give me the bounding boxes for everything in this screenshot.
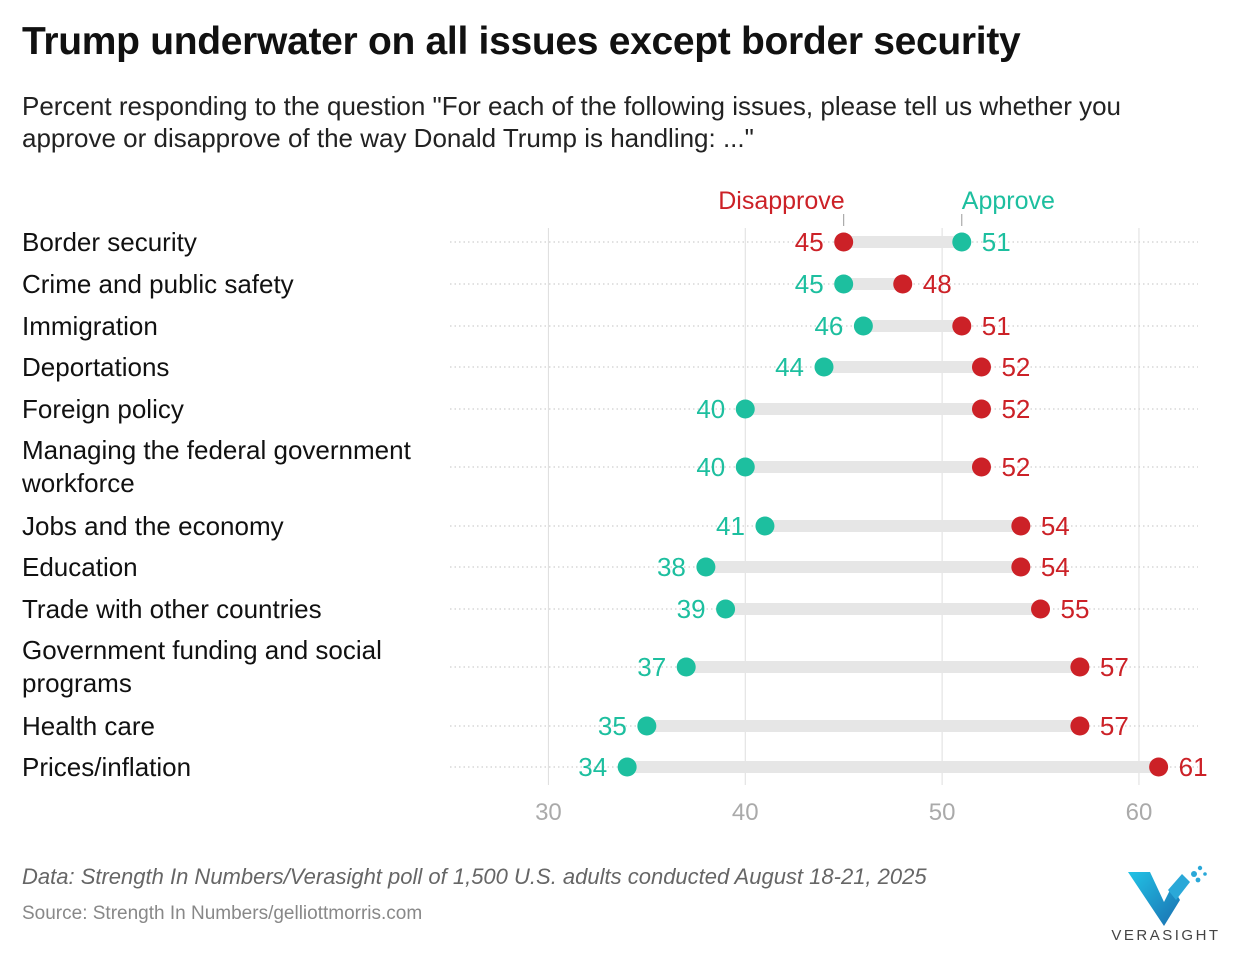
chart-row: Health care 35 57 bbox=[22, 711, 1198, 741]
approve-value-label: 46 bbox=[814, 311, 843, 341]
chart-row: Border security 51 45 bbox=[22, 227, 1198, 257]
dot-range-chart: 30 40 50 60 Disapprove Approve Border security… bbox=[21, 187, 1208, 826]
disapprove-dot bbox=[952, 316, 972, 336]
disapprove-value-label: 51 bbox=[982, 311, 1011, 341]
disapprove-dot bbox=[1070, 657, 1090, 677]
disapprove-value-label: 57 bbox=[1100, 652, 1129, 682]
chart-subtitle: Percent responding to the question "For … bbox=[22, 91, 1121, 153]
approve-dot bbox=[696, 557, 716, 577]
disapprove-dot bbox=[1070, 716, 1090, 736]
x-tick-label: 60 bbox=[1126, 799, 1153, 826]
legend-disapprove: Disapprove bbox=[718, 187, 844, 215]
row-label: Trade with other countries bbox=[22, 594, 322, 624]
legend-approve: Approve bbox=[962, 187, 1055, 215]
disapprove-dot bbox=[1031, 599, 1051, 619]
disapprove-value-label: 48 bbox=[923, 269, 952, 299]
row-label: Prices/inflation bbox=[22, 752, 191, 782]
approve-dot bbox=[617, 757, 637, 777]
row-label: Border security bbox=[22, 227, 197, 257]
row-label: Jobs and the economy bbox=[22, 511, 284, 541]
chart-row: Foreign policy 40 52 bbox=[22, 394, 1198, 424]
disapprove-dot bbox=[971, 399, 991, 419]
chart-row: Jobs and the economy 41 54 bbox=[22, 511, 1198, 541]
x-tick-label: 40 bbox=[732, 799, 759, 826]
approve-value-label: 35 bbox=[598, 711, 627, 741]
chart-row: Prices/inflation 34 61 bbox=[22, 752, 1208, 782]
chart-row: Deportations 44 52 bbox=[22, 352, 1198, 382]
x-tick-label: 30 bbox=[535, 799, 562, 826]
approve-value-label: 40 bbox=[696, 394, 725, 424]
source-note: Source: Strength In Numbers/gelliottmorr… bbox=[22, 903, 423, 924]
disapprove-dot bbox=[1011, 557, 1031, 577]
approve-value-label: 34 bbox=[578, 752, 607, 782]
row-label: Crime and public safety bbox=[22, 269, 294, 299]
disapprove-value-label: 61 bbox=[1179, 752, 1208, 782]
chart-row: Crime and public safety 45 48 bbox=[22, 269, 1198, 299]
approve-value-label: 44 bbox=[775, 352, 804, 382]
row-label: Managing the federal government workforce bbox=[21, 435, 412, 498]
approve-dot bbox=[853, 316, 873, 336]
disapprove-value-label: 57 bbox=[1100, 711, 1129, 741]
row-label: Health care bbox=[22, 711, 155, 741]
approve-value-label: 39 bbox=[677, 594, 706, 624]
disapprove-dot bbox=[834, 232, 854, 252]
row-label: Immigration bbox=[22, 311, 158, 341]
approve-dot bbox=[735, 457, 755, 477]
approve-dot bbox=[735, 399, 755, 419]
disapprove-value-label: 54 bbox=[1041, 552, 1070, 582]
chart-row: Education 38 54 bbox=[22, 552, 1198, 582]
disapprove-value-label: 52 bbox=[1001, 394, 1030, 424]
verasight-logo-icon bbox=[1128, 865, 1207, 926]
logo-text: VERASIGHT bbox=[1111, 927, 1221, 944]
approve-dot bbox=[637, 716, 657, 736]
chart-row: Trade with other countries 39 55 bbox=[22, 594, 1198, 624]
disapprove-value-label: 52 bbox=[1001, 452, 1030, 482]
row-label: Government funding and social programs bbox=[22, 635, 382, 698]
chart-title: Trump underwater on all issues except bo… bbox=[22, 20, 1021, 63]
disapprove-value-label: 52 bbox=[1001, 352, 1030, 382]
approve-value-label: 40 bbox=[696, 452, 725, 482]
approve-dot bbox=[716, 599, 736, 619]
approve-dot bbox=[676, 657, 696, 677]
approve-dot bbox=[834, 274, 854, 294]
approve-value-label: 51 bbox=[982, 227, 1011, 257]
row-label: Education bbox=[22, 552, 138, 582]
chart-row: Immigration 46 51 bbox=[22, 311, 1198, 341]
disapprove-dot bbox=[1149, 757, 1169, 777]
approve-value-label: 38 bbox=[657, 552, 686, 582]
disapprove-dot bbox=[1011, 516, 1031, 536]
approve-value-label: 37 bbox=[637, 652, 666, 682]
approve-dot bbox=[755, 516, 775, 536]
disapprove-dot bbox=[971, 457, 991, 477]
row-label: Foreign policy bbox=[22, 394, 184, 424]
approve-value-label: 45 bbox=[795, 269, 824, 299]
disapprove-dot bbox=[893, 274, 913, 294]
approve-value-label: 41 bbox=[716, 511, 745, 541]
x-tick-label: 50 bbox=[929, 799, 956, 826]
data-note: Data: Strength In Numbers/Verasight poll… bbox=[22, 864, 927, 889]
row-label: Deportations bbox=[22, 352, 169, 382]
approve-dot bbox=[952, 232, 972, 252]
chart-row: Government funding and social programs 37 5… bbox=[22, 635, 1198, 698]
disapprove-value-label: 54 bbox=[1041, 511, 1070, 541]
approve-dot bbox=[814, 357, 834, 377]
chart-row: Managing the federal government workforce… bbox=[21, 435, 1198, 498]
disapprove-dot bbox=[971, 357, 991, 377]
disapprove-value-label: 55 bbox=[1061, 594, 1090, 624]
disapprove-value-label: 45 bbox=[795, 227, 824, 257]
